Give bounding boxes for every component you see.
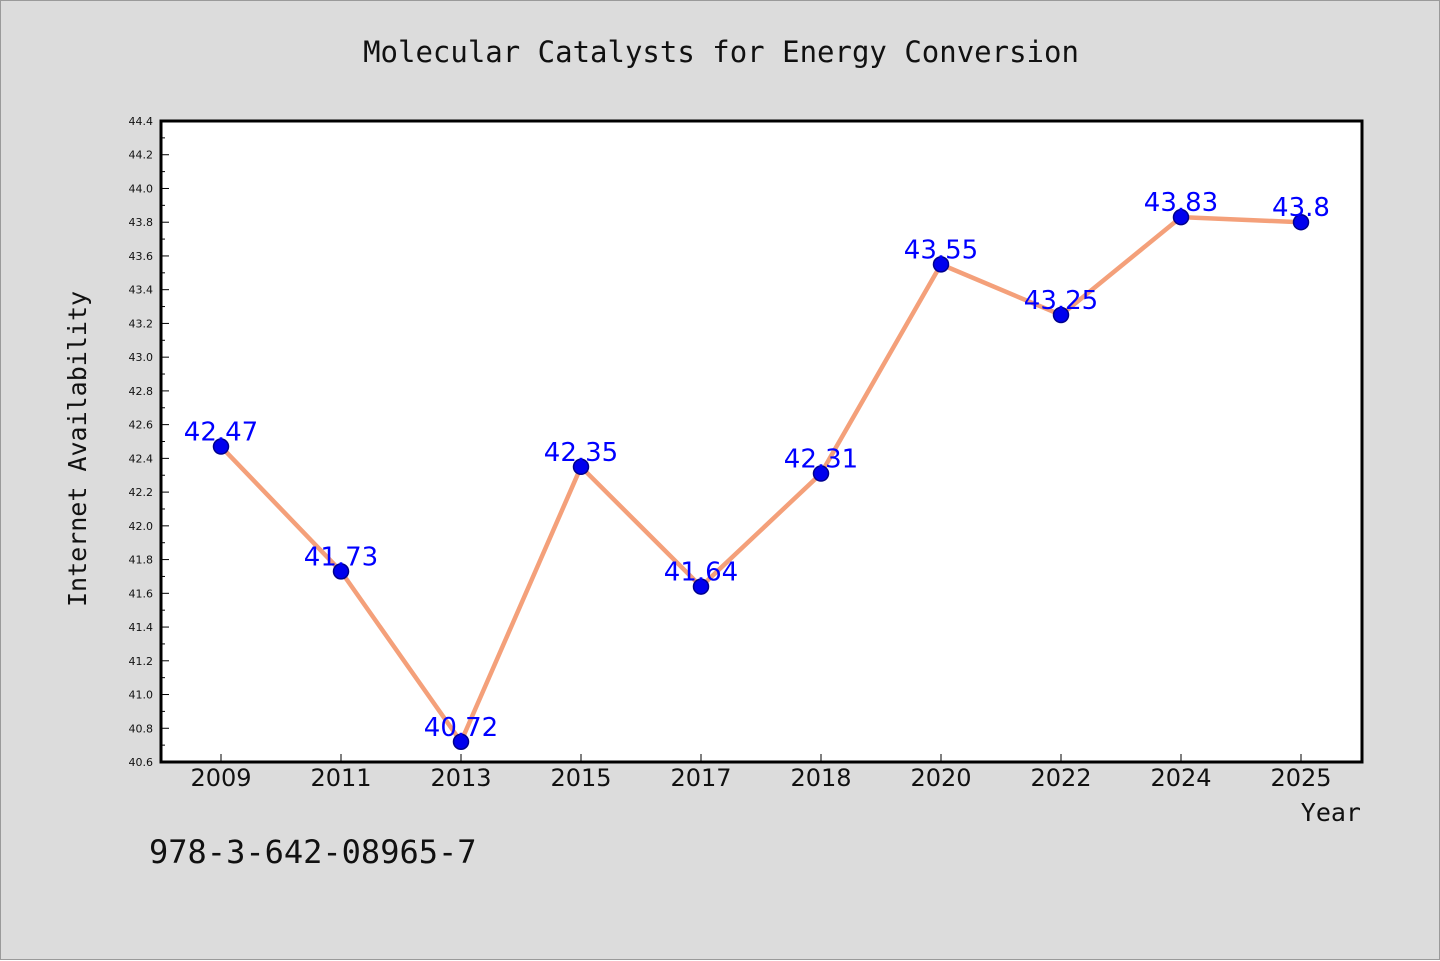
y-tick-label: 41.2 xyxy=(129,655,154,668)
x-tick-label: 2024 xyxy=(1150,764,1211,792)
data-point xyxy=(452,733,470,751)
y-tick-label: 43.0 xyxy=(129,351,154,364)
x-tick-label: 2025 xyxy=(1270,764,1331,792)
data-label: 40.72 xyxy=(424,713,498,743)
y-tick-label: 40.8 xyxy=(129,722,154,735)
data-label: 42.47 xyxy=(184,418,258,448)
data-point xyxy=(332,563,350,580)
data-label: 42.35 xyxy=(544,438,618,468)
y-tick-label: 40.6 xyxy=(129,756,154,769)
y-tick-label: 44.0 xyxy=(129,182,154,195)
y-tick-label: 42.6 xyxy=(129,419,154,432)
y-tick-label: 41.4 xyxy=(129,621,154,634)
x-axis-ticks: 2009 2011 2013 2015 2017 2018 2020 2022 2024 2025 xyxy=(190,754,1332,792)
y-tick-label: 42.8 xyxy=(129,385,154,398)
series-lines xyxy=(218,214,1304,745)
y-tick-label: 42.4 xyxy=(129,452,154,465)
data-point xyxy=(932,256,950,273)
y-tick-label: 44.2 xyxy=(129,149,154,162)
x-tick-label: 2022 xyxy=(1030,764,1091,792)
plot-area xyxy=(161,121,1362,762)
data-label: 43.8 xyxy=(1272,193,1330,223)
y-tick-label: 42.0 xyxy=(129,520,154,533)
y-tick-label: 42.2 xyxy=(129,486,154,499)
y-tick-label: 43.8 xyxy=(129,216,154,229)
x-tick-label: 2015 xyxy=(550,764,611,792)
series-markers xyxy=(212,208,1310,751)
x-tick-label: 2018 xyxy=(790,764,851,792)
y-tick-label: 43.4 xyxy=(129,284,154,297)
x-tick-label: 2013 xyxy=(430,764,491,792)
plot-frame xyxy=(159,119,1364,764)
y-tick-label: 43.6 xyxy=(129,250,154,263)
x-tick-label: 2020 xyxy=(910,764,971,792)
data-label: 43.55 xyxy=(904,235,978,265)
y-axis-title: Internet Availability xyxy=(63,291,92,607)
y-tick-label: 41.8 xyxy=(129,554,154,567)
data-point xyxy=(812,465,830,482)
footer-code: 978-3-642-08965-7 xyxy=(149,833,477,871)
series-line xyxy=(218,214,1304,745)
data-point xyxy=(692,578,710,595)
data-label: 41.73 xyxy=(304,542,378,572)
data-labels: 42.47 41.73 40.72 42.35 41.64 42.31 43.55 43.25… xyxy=(184,188,1330,743)
y-tick-label: 41.0 xyxy=(129,689,154,702)
y-axis-ticks: 40.6 40.8 41.0 41.2 41.4 41.6 41.8 42.0 42.2 42.4… xyxy=(129,115,169,769)
chart-title: Molecular Catalysts for Energy Conversio… xyxy=(363,35,1079,69)
x-tick-label: 2017 xyxy=(670,764,731,792)
data-point xyxy=(1052,306,1070,324)
y-tick-label: 44.4 xyxy=(129,115,154,128)
x-tick-label: 2009 xyxy=(190,764,251,792)
data-point xyxy=(572,458,590,476)
data-point xyxy=(1172,208,1190,226)
data-point xyxy=(1292,213,1310,231)
data-label: 43.83 xyxy=(1144,188,1218,218)
x-tick-label: 2011 xyxy=(310,764,371,792)
data-label: 43.25 xyxy=(1024,286,1098,316)
x-axis-title: Year xyxy=(1301,798,1361,827)
y-tick-label: 41.6 xyxy=(129,587,154,600)
data-point xyxy=(212,438,230,455)
data-label: 41.64 xyxy=(664,558,738,588)
data-label: 42.31 xyxy=(784,445,858,475)
y-tick-label: 43.2 xyxy=(129,317,154,330)
